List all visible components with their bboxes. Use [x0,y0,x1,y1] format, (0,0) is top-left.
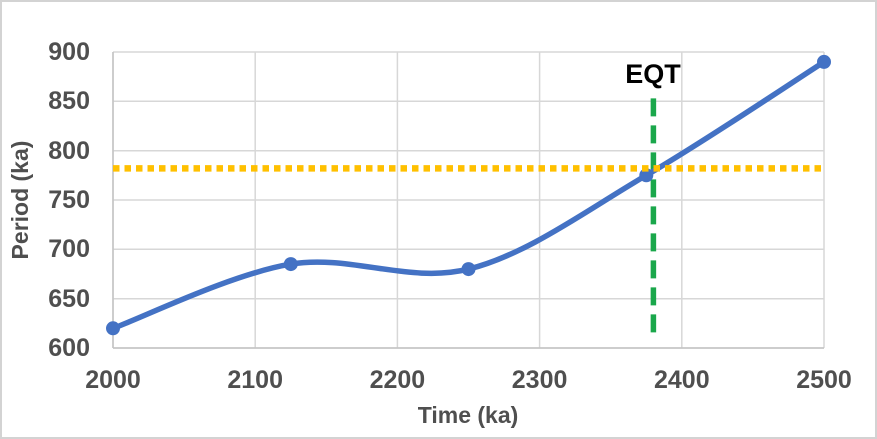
y-axis-tick-label: 800 [48,136,90,165]
y-axis-tick-label: 900 [48,38,90,66]
data-point-marker [106,321,120,336]
y-axis-tick-label: 750 [48,186,90,214]
x-axis-tick-label: 2300 [511,366,568,394]
data-point-marker [639,168,654,183]
y-axis-tick-label: 600 [48,334,90,362]
data-point-marker [461,262,476,277]
x-axis-tick-label: 2000 [85,366,141,394]
x-axis-tick-label: 2200 [369,366,426,394]
y-axis-title: Period (ka) [7,140,33,260]
y-axis-tick-label: 650 [48,284,90,313]
y-axis-tick-label: 850 [48,87,90,116]
eqt-annotation-label: EQT [625,59,681,89]
x-axis-tick-label: 2100 [227,366,283,394]
data-point-marker [283,257,298,272]
y-axis-tick-label: 700 [48,235,90,264]
x-axis-title: Time (ka) [417,402,519,428]
x-axis-tick-label: 2500 [796,366,852,394]
x-axis-tick-label: 2400 [653,366,710,394]
data-point-marker [817,54,831,69]
